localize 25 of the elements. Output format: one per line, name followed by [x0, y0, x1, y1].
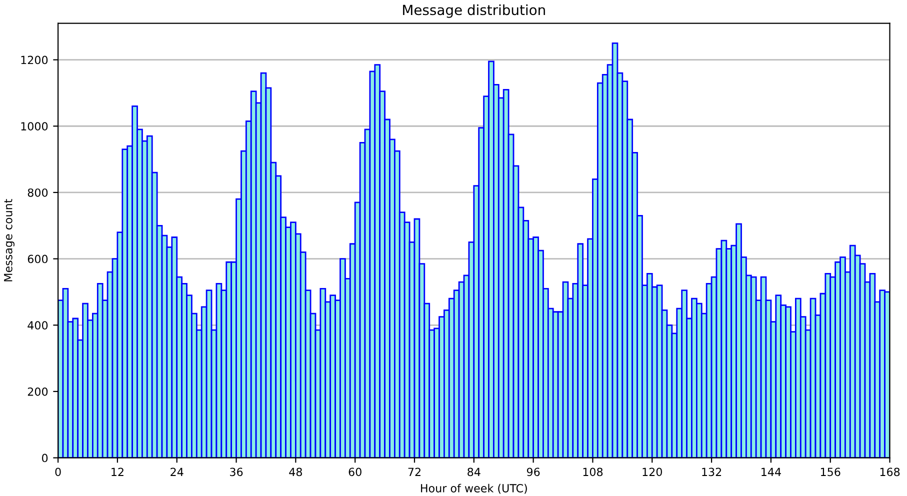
y-tick-label: 0: [42, 454, 48, 462]
y-tick-label: 1200: [21, 56, 48, 64]
x-tick-label: 24: [170, 468, 184, 476]
x-tick-label: 72: [408, 468, 420, 476]
y-axis-title: Message count: [4, 199, 14, 282]
x-tick-label: 60: [348, 468, 362, 476]
chart-title: Message distribution: [403, 4, 545, 18]
x-tick-label: 36: [230, 468, 243, 476]
x-tick-label: 96: [526, 468, 540, 476]
y-tick-label: 800: [28, 188, 48, 197]
x-tick-label: 0: [55, 468, 61, 476]
x-tick-label: 120: [642, 468, 662, 476]
y-tick-label: 600: [28, 254, 48, 264]
x-tick-label: 12: [112, 468, 124, 476]
x-tick-label: 156: [820, 468, 840, 476]
x-tick-label: 48: [289, 468, 302, 476]
y-tick-label: 400: [28, 321, 48, 330]
x-tick-label: 132: [702, 468, 722, 476]
x-tick-label: 108: [583, 468, 603, 476]
x-tick-label: 168: [880, 468, 900, 476]
x-tick-label: 144: [762, 468, 781, 476]
y-tick-label: 1000: [21, 122, 48, 131]
x-tick-label: 84: [468, 468, 480, 476]
x-axis-title: Hour of week (UTC): [421, 484, 527, 494]
y-tick-label: 200: [28, 387, 48, 396]
